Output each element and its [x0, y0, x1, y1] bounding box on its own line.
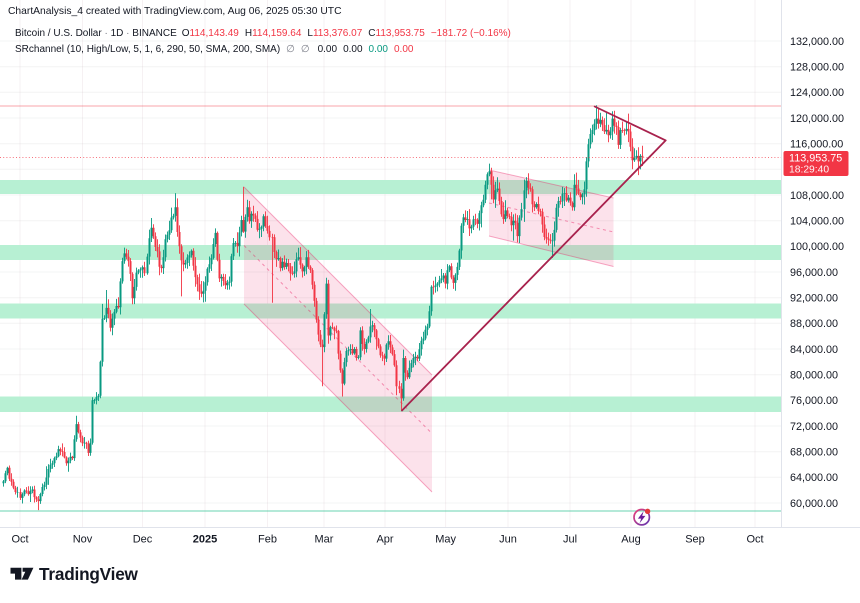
svg-text:88,000.00: 88,000.00 [790, 318, 838, 330]
svg-text:Mar: Mar [315, 534, 334, 546]
svg-text:May: May [435, 534, 456, 546]
svg-text:Aug: Aug [621, 534, 641, 546]
svg-text:Sep: Sep [685, 534, 705, 546]
svg-text:72,000.00: 72,000.00 [790, 421, 838, 433]
svg-text:116,000.00: 116,000.00 [790, 139, 843, 151]
svg-text:100,000.00: 100,000.00 [790, 241, 844, 253]
svg-text:84,000.00: 84,000.00 [790, 344, 838, 356]
svg-text:Feb: Feb [258, 534, 277, 546]
svg-text:Oct: Oct [11, 534, 28, 546]
svg-text:92,000.00: 92,000.00 [790, 293, 838, 305]
svg-text:Nov: Nov [73, 534, 93, 546]
svg-text:113,953.75: 113,953.75 [789, 153, 842, 165]
svg-text:104,000.00: 104,000.00 [790, 216, 844, 228]
svg-text:132,000.00: 132,000.00 [790, 36, 844, 48]
svg-text:Dec: Dec [133, 534, 153, 546]
svg-text:108,000.00: 108,000.00 [790, 190, 844, 202]
svg-text:2025: 2025 [193, 534, 217, 546]
svg-text:64,000.00: 64,000.00 [790, 472, 838, 484]
svg-text:128,000.00: 128,000.00 [790, 62, 844, 74]
svg-text:96,000.00: 96,000.00 [790, 267, 838, 279]
svg-text:80,000.00: 80,000.00 [790, 370, 838, 382]
svg-text:TradingView: TradingView [39, 564, 139, 584]
svg-text:120,000.00: 120,000.00 [790, 113, 844, 125]
svg-text:Apr: Apr [376, 534, 393, 546]
svg-text:Oct: Oct [746, 534, 763, 546]
svg-text:124,000.00: 124,000.00 [790, 87, 844, 99]
svg-text:Jun: Jun [499, 534, 517, 546]
svg-text:Jul: Jul [563, 534, 577, 546]
svg-text:60,000.00: 60,000.00 [790, 498, 838, 510]
svg-text:68,000.00: 68,000.00 [790, 447, 838, 459]
svg-text:18:29:40: 18:29:40 [789, 165, 829, 176]
svg-text:76,000.00: 76,000.00 [790, 395, 838, 407]
